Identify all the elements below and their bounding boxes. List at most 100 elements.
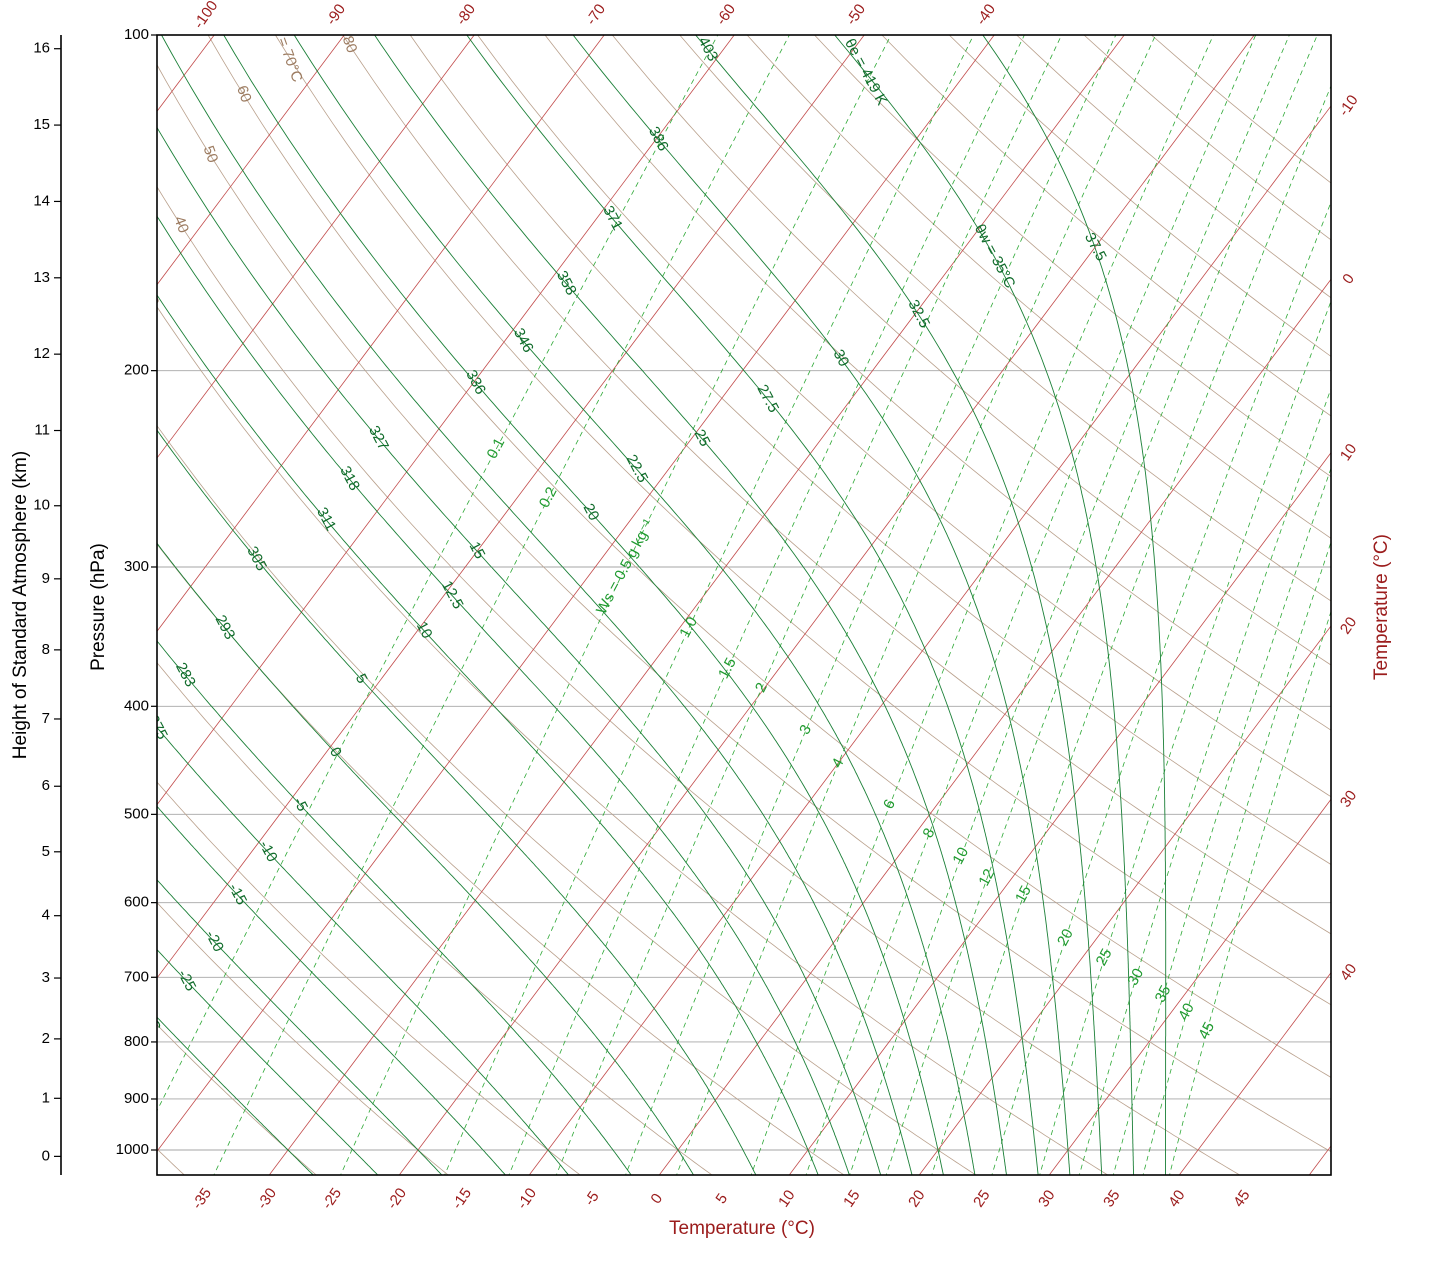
dry-adiabat-label: 10°C bbox=[67, 419, 94, 456]
moist-adiabat-label: θw = 35°C bbox=[971, 221, 1019, 291]
bottom-tick-label: 25 bbox=[970, 1187, 993, 1210]
moist-adiabat-32.5 bbox=[695, 35, 1103, 1175]
bottom-axis-title: Temperature (°C) bbox=[669, 1218, 815, 1239]
bottom-tick-label: 40 bbox=[1165, 1187, 1188, 1210]
height-tick-label: 6 bbox=[42, 777, 50, 794]
moist-adiabat-22.5 bbox=[293, 35, 976, 1175]
top-temperature-axis: -100 -90 -80 -70 -60 -50 -40 bbox=[190, 0, 999, 32]
theta-e-label: θe = 419 K bbox=[841, 36, 890, 108]
dry-adiabat-30 bbox=[157, 306, 1109, 1175]
dry-adiabat--10 bbox=[157, 781, 581, 1175]
right-tick-label: 0 bbox=[1339, 271, 1358, 288]
isotherm--40 bbox=[157, 35, 995, 1153]
isotherm--10 bbox=[528, 105, 1331, 1175]
bottom-tick-label: 35 bbox=[1100, 1187, 1123, 1210]
mixing-ratio-line-3 bbox=[625, 35, 1117, 1175]
moist-adiabat-0 bbox=[157, 542, 695, 1175]
moist-adiabat--20 bbox=[157, 879, 443, 1175]
mixing-ratio-label: 35 bbox=[1152, 983, 1175, 1006]
moist-adiabat-5 bbox=[157, 429, 757, 1175]
moist-adiabat--25 bbox=[157, 948, 379, 1175]
height-tick-label: 12 bbox=[33, 345, 50, 362]
moist-adiabat--15 bbox=[157, 805, 506, 1175]
bottom-tick-label: -5 bbox=[581, 1188, 603, 1209]
moist-adiabat-27.5 bbox=[466, 35, 1039, 1175]
dry-adiabat--20 bbox=[157, 901, 449, 1175]
pressure-tick-label: 200 bbox=[124, 362, 149, 379]
height-tick-label: 2 bbox=[42, 1030, 50, 1047]
right-axis-title: Temperature (°C) bbox=[1371, 534, 1392, 680]
dry-adiabat-110 bbox=[544, 35, 1331, 731]
mixing-ratio-line-6 bbox=[750, 35, 1214, 1175]
height-tick-label: 8 bbox=[42, 641, 50, 658]
isotherms bbox=[157, 35, 1331, 1175]
dry-adiabat-60 bbox=[207, 35, 1331, 1078]
mixing-ratio-line-15 bbox=[931, 84, 1331, 1175]
mixing-ratio-line-8 bbox=[805, 35, 1257, 1175]
moist-adiabat-35 bbox=[834, 35, 1135, 1175]
moist-adiabat-17.5 bbox=[161, 35, 913, 1175]
dry-adiabat-130 bbox=[679, 35, 1331, 602]
mixing-ratio-label: 0.1 bbox=[484, 435, 509, 461]
isobar-gridlines bbox=[157, 35, 1331, 1151]
right-tick-label: 20 bbox=[1337, 614, 1360, 637]
moist-adiabat-20 bbox=[223, 35, 944, 1175]
moist-adiabat-label: 27.5 bbox=[753, 382, 782, 416]
bottom-tick-label: -35 bbox=[189, 1185, 215, 1213]
dry-adiabat-120 bbox=[611, 35, 1331, 666]
moist-adiabat-37.5 bbox=[982, 35, 1167, 1175]
mixing-ratio-label: 12 bbox=[975, 866, 998, 889]
right-tick-label: 30 bbox=[1337, 787, 1360, 810]
top-tick-label: -100 bbox=[190, 0, 221, 32]
isotherm--80 bbox=[157, 35, 475, 459]
dry-adiabat-label: 80 bbox=[339, 34, 361, 55]
dry-adiabat-160 bbox=[881, 35, 1331, 417]
isotherm-40 bbox=[1178, 972, 1331, 1175]
mixing-ratio-line-45 bbox=[1169, 610, 1331, 1175]
right-temperature-axis: -10 0 10 20 30 40 bbox=[1335, 92, 1361, 984]
moist-adiabat--5 bbox=[157, 640, 632, 1175]
mixing-ratio-label: 25 bbox=[1093, 946, 1116, 969]
top-tick-label: -60 bbox=[713, 1, 739, 29]
dry-adiabat-20 bbox=[157, 425, 977, 1175]
height-tick-label: 16 bbox=[33, 40, 50, 57]
dry-adiabat-50 bbox=[157, 64, 1331, 1153]
moist-adiabat-label: 20 bbox=[580, 501, 603, 524]
height-tick-label: 14 bbox=[33, 192, 50, 209]
dry-adiabat-label: 50 bbox=[200, 144, 222, 165]
plot-frame bbox=[156, 34, 1332, 1176]
height-tick-label: 1 bbox=[42, 1089, 50, 1106]
top-tick-label: -70 bbox=[583, 1, 609, 29]
mixing-ratio-label: 3 bbox=[796, 722, 815, 737]
pressure-tick-label: 600 bbox=[124, 894, 149, 911]
top-tick-label: -50 bbox=[843, 1, 869, 29]
mixing-ratio-label: 6 bbox=[880, 797, 899, 812]
isotherm--20 bbox=[398, 35, 1255, 1175]
pressure-tick-label: 700 bbox=[124, 968, 149, 985]
mixing-ratio-label: 20 bbox=[1054, 926, 1077, 949]
bottom-tick-label: 30 bbox=[1035, 1187, 1058, 1210]
bottom-tick-label: -25 bbox=[319, 1185, 345, 1213]
moist-adiabat-label: 37.5 bbox=[1081, 230, 1110, 264]
dry-adiabat-label: 40 bbox=[170, 214, 192, 235]
bottom-tick-label: 15 bbox=[840, 1187, 863, 1210]
bottom-tick-label: -10 bbox=[514, 1185, 540, 1213]
isotherm-10 bbox=[788, 452, 1331, 1175]
dry-adiabat-label: 30 bbox=[141, 287, 163, 308]
mixing-ratio-line-12 bbox=[885, 35, 1318, 1175]
height-tick-label: 4 bbox=[42, 907, 50, 924]
moist-adiabat-15 bbox=[157, 126, 882, 1175]
dry-adiabat--30 bbox=[157, 1024, 317, 1175]
mixing-ratio-label: 8 bbox=[919, 825, 938, 840]
isotherm-0 bbox=[658, 278, 1331, 1175]
mixing-ratio-label: 10 bbox=[949, 844, 972, 867]
height-axis-title: Height of Standard Atmosphere (km) bbox=[10, 451, 31, 759]
dry-adiabats bbox=[157, 35, 1331, 1175]
moist-adiabat-30 bbox=[572, 35, 1071, 1175]
theta-e-label: 255 bbox=[66, 847, 93, 877]
isotherm--60 bbox=[157, 35, 735, 806]
